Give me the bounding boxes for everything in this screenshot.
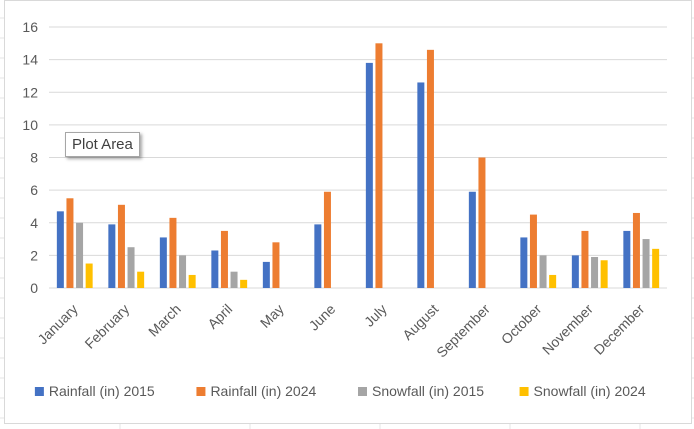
bar bbox=[549, 274, 557, 288]
legend-label: Rainfall (in) 2024 bbox=[210, 383, 316, 399]
legend-swatch bbox=[196, 387, 206, 396]
bar bbox=[478, 157, 486, 288]
bar bbox=[642, 239, 650, 288]
bar bbox=[323, 191, 331, 288]
bar bbox=[272, 242, 280, 288]
legend-swatch bbox=[519, 387, 529, 396]
bar bbox=[240, 279, 248, 288]
bar bbox=[520, 237, 528, 288]
bar bbox=[417, 82, 425, 289]
x-tick-label: May bbox=[257, 301, 287, 331]
bar bbox=[375, 43, 383, 288]
bar bbox=[76, 222, 84, 288]
y-tick-label: 12 bbox=[22, 84, 38, 100]
x-tick-label: November bbox=[539, 301, 596, 358]
x-tick-label: February bbox=[81, 301, 132, 352]
bar bbox=[56, 211, 64, 288]
bar bbox=[365, 62, 373, 289]
x-tick-label: July bbox=[361, 301, 390, 330]
x-tick-label: October bbox=[498, 301, 545, 348]
bar bbox=[211, 250, 219, 288]
bar bbox=[591, 257, 599, 288]
bar bbox=[426, 49, 434, 289]
y-tick-label: 2 bbox=[30, 247, 38, 263]
y-tick-label: 4 bbox=[30, 215, 38, 231]
legend-label: Rainfall (in) 2015 bbox=[49, 383, 155, 399]
chart-svg: 0 2 4 6 8 10 12 14 16 January February March April Ma… bbox=[22, 19, 667, 399]
bar bbox=[529, 214, 537, 288]
bar bbox=[169, 217, 177, 288]
bar bbox=[66, 198, 74, 288]
x-tick-label: August bbox=[399, 301, 441, 343]
y-tick-label: 14 bbox=[22, 52, 38, 68]
bar bbox=[623, 230, 631, 288]
y-tick-label: 8 bbox=[30, 150, 38, 166]
legend-swatch bbox=[358, 387, 367, 396]
x-tick-label: January bbox=[34, 301, 81, 348]
bar bbox=[652, 248, 660, 288]
x-tick-label: September bbox=[433, 301, 493, 361]
y-tick-label: 10 bbox=[22, 117, 38, 133]
x-tick-label: April bbox=[204, 301, 235, 332]
bar bbox=[581, 230, 589, 288]
plot-area-tooltip: Plot Area bbox=[65, 132, 140, 157]
bar bbox=[127, 247, 135, 288]
legend-label: Snowfall (in) 2024 bbox=[534, 383, 646, 399]
bar bbox=[230, 271, 238, 288]
bar bbox=[314, 224, 322, 288]
x-tick-label: June bbox=[306, 301, 339, 334]
bar bbox=[262, 261, 270, 288]
legend-label: Snowfall (in) 2015 bbox=[372, 383, 484, 399]
legend-swatch bbox=[34, 387, 44, 396]
y-tick-label: 6 bbox=[30, 182, 38, 198]
bar bbox=[137, 271, 145, 288]
y-tick-label: 0 bbox=[30, 280, 38, 296]
bar bbox=[600, 260, 608, 288]
bar bbox=[188, 274, 196, 288]
bar bbox=[108, 224, 116, 288]
bar bbox=[85, 263, 93, 288]
chart-area[interactable]: 0 2 4 6 8 10 12 14 16 January February March April Ma… bbox=[4, 0, 692, 424]
y-tick-label: 16 bbox=[22, 19, 38, 35]
bar bbox=[571, 255, 579, 288]
x-tick-label: December bbox=[590, 301, 647, 358]
x-tick-label: March bbox=[145, 301, 184, 340]
bar bbox=[220, 230, 228, 288]
bar bbox=[539, 255, 547, 288]
bar bbox=[159, 237, 167, 288]
bar bbox=[179, 255, 187, 288]
bar bbox=[117, 204, 125, 288]
bar bbox=[468, 191, 476, 288]
bar bbox=[632, 212, 640, 288]
